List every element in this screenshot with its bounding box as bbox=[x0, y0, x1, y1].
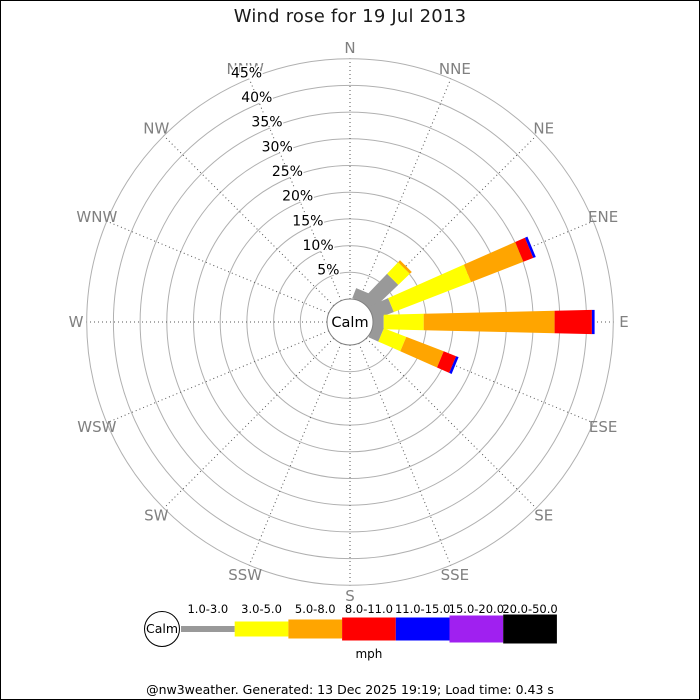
wind-bar-segment-ENE-1.0-3.0 bbox=[368, 298, 394, 320]
wind-bar-segment-ENE-11.0-15.0 bbox=[524, 236, 536, 258]
chart-title: Wind rose for 19 Jul 2013 bbox=[233, 6, 467, 27]
grid-spoke-NW bbox=[163, 135, 335, 307]
legend-swatch-15.0-20.0 bbox=[449, 615, 504, 643]
compass-label-W: W bbox=[69, 313, 84, 331]
compass-label-SSE: SSE bbox=[441, 566, 470, 584]
wind-bar-segment-ESE-8.0-11.0 bbox=[437, 351, 457, 373]
percent-label-5: 5% bbox=[317, 263, 339, 279]
compass-label-NNE: NNE bbox=[439, 60, 471, 78]
legend-swatch-5.0-8.0 bbox=[288, 619, 343, 639]
grid-spoke-NNW bbox=[248, 78, 342, 301]
compass-label-WSW: WSW bbox=[77, 418, 116, 436]
wind-bar-segment-E-3.0-5.0 bbox=[383, 313, 424, 331]
compass-label-E: E bbox=[619, 313, 628, 331]
compass-label-SSW: SSW bbox=[228, 566, 262, 584]
percent-label-30: 30% bbox=[262, 139, 293, 155]
grid-spoke-SE bbox=[365, 337, 537, 509]
wind-bar-segment-E-5.0-8.0 bbox=[423, 310, 555, 334]
compass-label-SE: SE bbox=[534, 507, 553, 525]
wind-bar-segment-ESE-11.0-15.0 bbox=[449, 356, 459, 374]
legend-swatch-20.0-50.0 bbox=[503, 614, 557, 644]
grid-spoke-NNE bbox=[358, 78, 452, 301]
percent-label-10: 10% bbox=[303, 238, 334, 254]
wind-bar-segment-NE-5.0-8.0 bbox=[398, 260, 412, 274]
compass-label-NE: NE bbox=[533, 119, 554, 137]
legend-calm-label: Calm bbox=[146, 621, 178, 636]
percent-label-45: 45% bbox=[231, 65, 262, 81]
wind-bar-segment-ENE-8.0-11.0 bbox=[515, 237, 534, 262]
calm-circle bbox=[326, 298, 374, 346]
wind-bar-segment-ESE-5.0-8.0 bbox=[400, 336, 444, 368]
legend-label-1.0-3.0: 1.0-3.0 bbox=[187, 602, 228, 616]
percent-label-35: 35% bbox=[251, 115, 282, 131]
grid-spoke-SSE bbox=[358, 343, 452, 566]
calm-label: Calm bbox=[331, 315, 368, 331]
legend-swatch-8.0-11.0 bbox=[342, 617, 396, 641]
compass-label-ENE: ENE bbox=[588, 208, 618, 226]
compass-label-N: N bbox=[344, 39, 355, 57]
legend-calm-circle bbox=[144, 611, 180, 647]
legend-label-8.0-11.0: 8.0-11.0 bbox=[345, 602, 393, 616]
legend-label-11.0-15.0: 11.0-15.0 bbox=[395, 602, 450, 616]
wind-bar-segment-E-8.0-11.0 bbox=[554, 309, 592, 335]
grid-spoke-WNW bbox=[106, 220, 329, 314]
legend-swatch-11.0-15.0 bbox=[395, 617, 450, 641]
grid-spoke-SW bbox=[163, 337, 335, 509]
legend-label-15.0-20.0: 15.0-20.0 bbox=[449, 602, 504, 616]
compass-label-SW: SW bbox=[144, 507, 169, 525]
legend-label-5.0-8.0: 5.0-8.0 bbox=[295, 602, 336, 616]
compass-label-NNW: NNW bbox=[227, 60, 264, 78]
legend-label-20.0-50.0: 20.0-50.0 bbox=[502, 602, 557, 616]
percent-label-25: 25% bbox=[272, 164, 303, 180]
legend-swatch-1.0-3.0 bbox=[181, 626, 235, 632]
wind-bar-segment-NE-1.0-3.0 bbox=[361, 273, 399, 311]
legend-swatch-3.0-5.0 bbox=[234, 621, 289, 637]
footer-credit: @nw3weather. Generated: 13 Dec 2025 19:1… bbox=[146, 682, 554, 697]
wind-bar-segment-ESE-3.0-5.0 bbox=[378, 328, 407, 352]
compass-label-WNW: WNW bbox=[76, 208, 117, 226]
compass-label-S: S bbox=[345, 587, 355, 605]
grid-spoke-WSW bbox=[106, 330, 329, 424]
compass-label-ESE: ESE bbox=[589, 418, 617, 436]
wind-bar-segment-NE-3.0-5.0 bbox=[387, 262, 410, 285]
legend-label-3.0-5.0: 3.0-5.0 bbox=[241, 602, 282, 616]
wind-bar-segment-ENE-3.0-5.0 bbox=[388, 264, 472, 312]
percent-label-20: 20% bbox=[282, 189, 313, 205]
compass-label-NW: NW bbox=[143, 119, 169, 137]
grid-spoke-SSW bbox=[248, 343, 342, 566]
wind-bar-segment-E-11.0-15.0 bbox=[591, 309, 595, 335]
mph-label: mph bbox=[355, 647, 382, 661]
percent-label-40: 40% bbox=[241, 90, 272, 106]
wind-bar-segment-ENE-5.0-8.0 bbox=[463, 242, 524, 283]
percent-label-15: 15% bbox=[292, 213, 323, 229]
